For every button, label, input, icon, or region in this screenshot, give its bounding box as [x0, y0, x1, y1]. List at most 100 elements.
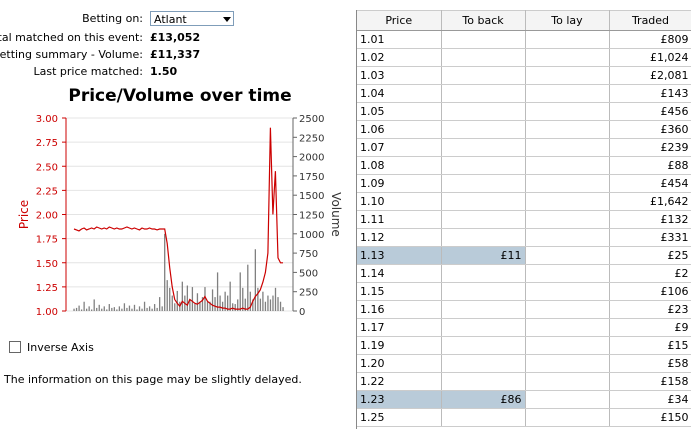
to-lay-cell[interactable]: [525, 354, 610, 373]
volume-bar: [116, 309, 118, 311]
to-lay-cell[interactable]: [525, 48, 610, 67]
volume-bar: [242, 287, 244, 311]
to-back-cell[interactable]: [441, 282, 526, 301]
to-lay-cell[interactable]: [525, 264, 610, 283]
volume-bar: [131, 308, 133, 311]
to-back-cell[interactable]: [441, 48, 526, 67]
to-lay-cell[interactable]: [525, 30, 610, 49]
to-lay-cell[interactable]: [525, 192, 610, 211]
volume-bar: [88, 306, 90, 311]
betting-on-label: Betting on:: [82, 12, 143, 25]
to-lay-cell[interactable]: [525, 84, 610, 103]
to-back-cell[interactable]: [441, 336, 526, 355]
volume-bar: [78, 305, 80, 311]
to-back-cell[interactable]: [441, 318, 526, 337]
volume-bar: [126, 307, 128, 311]
to-back-cell[interactable]: [441, 174, 526, 193]
to-back-cell[interactable]: [441, 84, 526, 103]
to-lay-cell[interactable]: [525, 228, 610, 247]
to-lay-cell[interactable]: [525, 120, 610, 139]
to-back-cell[interactable]: £86: [441, 390, 526, 409]
table-row[interactable]: 1.06 £360: [357, 120, 691, 139]
table-row[interactable]: 1.11 £132: [357, 210, 691, 229]
table-row[interactable]: 1.16 £23: [357, 300, 691, 319]
table-row[interactable]: 1.23 £86 £34: [357, 390, 691, 409]
price-cell: 1.20: [357, 354, 442, 373]
to-lay-cell[interactable]: [525, 210, 610, 229]
to-back-cell[interactable]: [441, 120, 526, 139]
table-row[interactable]: 1.04 £143: [357, 84, 691, 103]
volume-bar: [159, 297, 161, 311]
table-row[interactable]: 1.12 £331: [357, 228, 691, 247]
to-lay-cell[interactable]: [525, 282, 610, 301]
table-row[interactable]: 1.07 £239: [357, 138, 691, 157]
table-row[interactable]: 1.05 £456: [357, 102, 691, 121]
to-lay-cell[interactable]: [525, 174, 610, 193]
to-back-cell[interactable]: [441, 354, 526, 373]
to-back-cell[interactable]: [441, 264, 526, 283]
table-row[interactable]: 1.17 £9: [357, 318, 691, 337]
column-header-price[interactable]: Price: [357, 10, 442, 31]
to-lay-cell[interactable]: [525, 372, 610, 391]
column-header-traded[interactable]: Traded: [609, 10, 691, 31]
price-cell: 1.04: [357, 84, 442, 103]
betting-on-select[interactable]: Atlant: [150, 11, 234, 26]
volume-bar: [194, 304, 196, 311]
price-axis-label: Price: [17, 200, 31, 229]
volume-bar: [85, 308, 88, 311]
price-tick-label: 2.50: [36, 162, 58, 173]
table-row[interactable]: 1.19 £15: [357, 336, 691, 355]
column-header-to-lay[interactable]: To lay: [525, 10, 610, 31]
table-row[interactable]: 1.20 £58: [357, 354, 691, 373]
to-back-cell[interactable]: [441, 138, 526, 157]
to-lay-cell[interactable]: [525, 318, 610, 337]
to-lay-cell[interactable]: [525, 102, 610, 121]
volume-bar: [106, 309, 108, 311]
table-row[interactable]: 1.22 £158: [357, 372, 691, 391]
to-lay-cell[interactable]: [525, 138, 610, 157]
volume-bar: [221, 301, 224, 311]
to-back-cell[interactable]: [441, 372, 526, 391]
to-lay-cell[interactable]: [525, 390, 610, 409]
table-row[interactable]: 1.14 £2: [357, 264, 691, 283]
traded-cell: £132: [609, 210, 691, 229]
table-row[interactable]: 1.09 £454: [357, 174, 691, 193]
volume-bar: [111, 307, 113, 311]
to-lay-cell[interactable]: [525, 156, 610, 175]
traded-cell: £106: [609, 282, 691, 301]
table-row[interactable]: 1.10 £1,642: [357, 192, 691, 211]
chart-title: Price/Volume over time: [68, 86, 292, 106]
column-header-to-back[interactable]: To back: [441, 10, 526, 31]
table-row[interactable]: 1.01 £809: [357, 30, 691, 49]
to-back-cell[interactable]: [441, 408, 526, 427]
table-row[interactable]: 1.15 £106: [357, 282, 691, 301]
to-lay-cell[interactable]: [525, 336, 610, 355]
to-back-cell[interactable]: [441, 30, 526, 49]
to-back-cell[interactable]: [441, 210, 526, 229]
table-row[interactable]: 1.13 £11 £25: [357, 246, 691, 265]
to-back-cell[interactable]: [441, 102, 526, 121]
volume-tick-label: 2500: [299, 114, 324, 125]
traded-cell: £9: [609, 318, 691, 337]
price-tick-label: 1.75: [36, 235, 58, 246]
to-lay-cell[interactable]: [525, 408, 610, 427]
table-row[interactable]: 1.08 £88: [357, 156, 691, 175]
inverse-axis-checkbox[interactable]: [9, 341, 21, 353]
table-row[interactable]: 1.02 £1,024: [357, 48, 691, 67]
to-back-cell[interactable]: [441, 300, 526, 319]
table-row[interactable]: 1.25 £150: [357, 408, 691, 427]
traded-cell: £454: [609, 174, 691, 193]
to-lay-cell[interactable]: [525, 66, 610, 85]
to-back-cell[interactable]: [441, 66, 526, 85]
volume-bar: [269, 299, 272, 311]
to-lay-cell[interactable]: [525, 246, 610, 265]
to-back-cell[interactable]: £11: [441, 246, 526, 265]
to-back-cell[interactable]: [441, 156, 526, 175]
volume-bar: [199, 301, 201, 311]
volume-bar: [237, 299, 239, 311]
to-back-cell[interactable]: [441, 192, 526, 211]
price-cell: 1.02: [357, 48, 442, 67]
to-lay-cell[interactable]: [525, 300, 610, 319]
to-back-cell[interactable]: [441, 228, 526, 247]
table-row[interactable]: 1.03 £2,081: [357, 66, 691, 85]
